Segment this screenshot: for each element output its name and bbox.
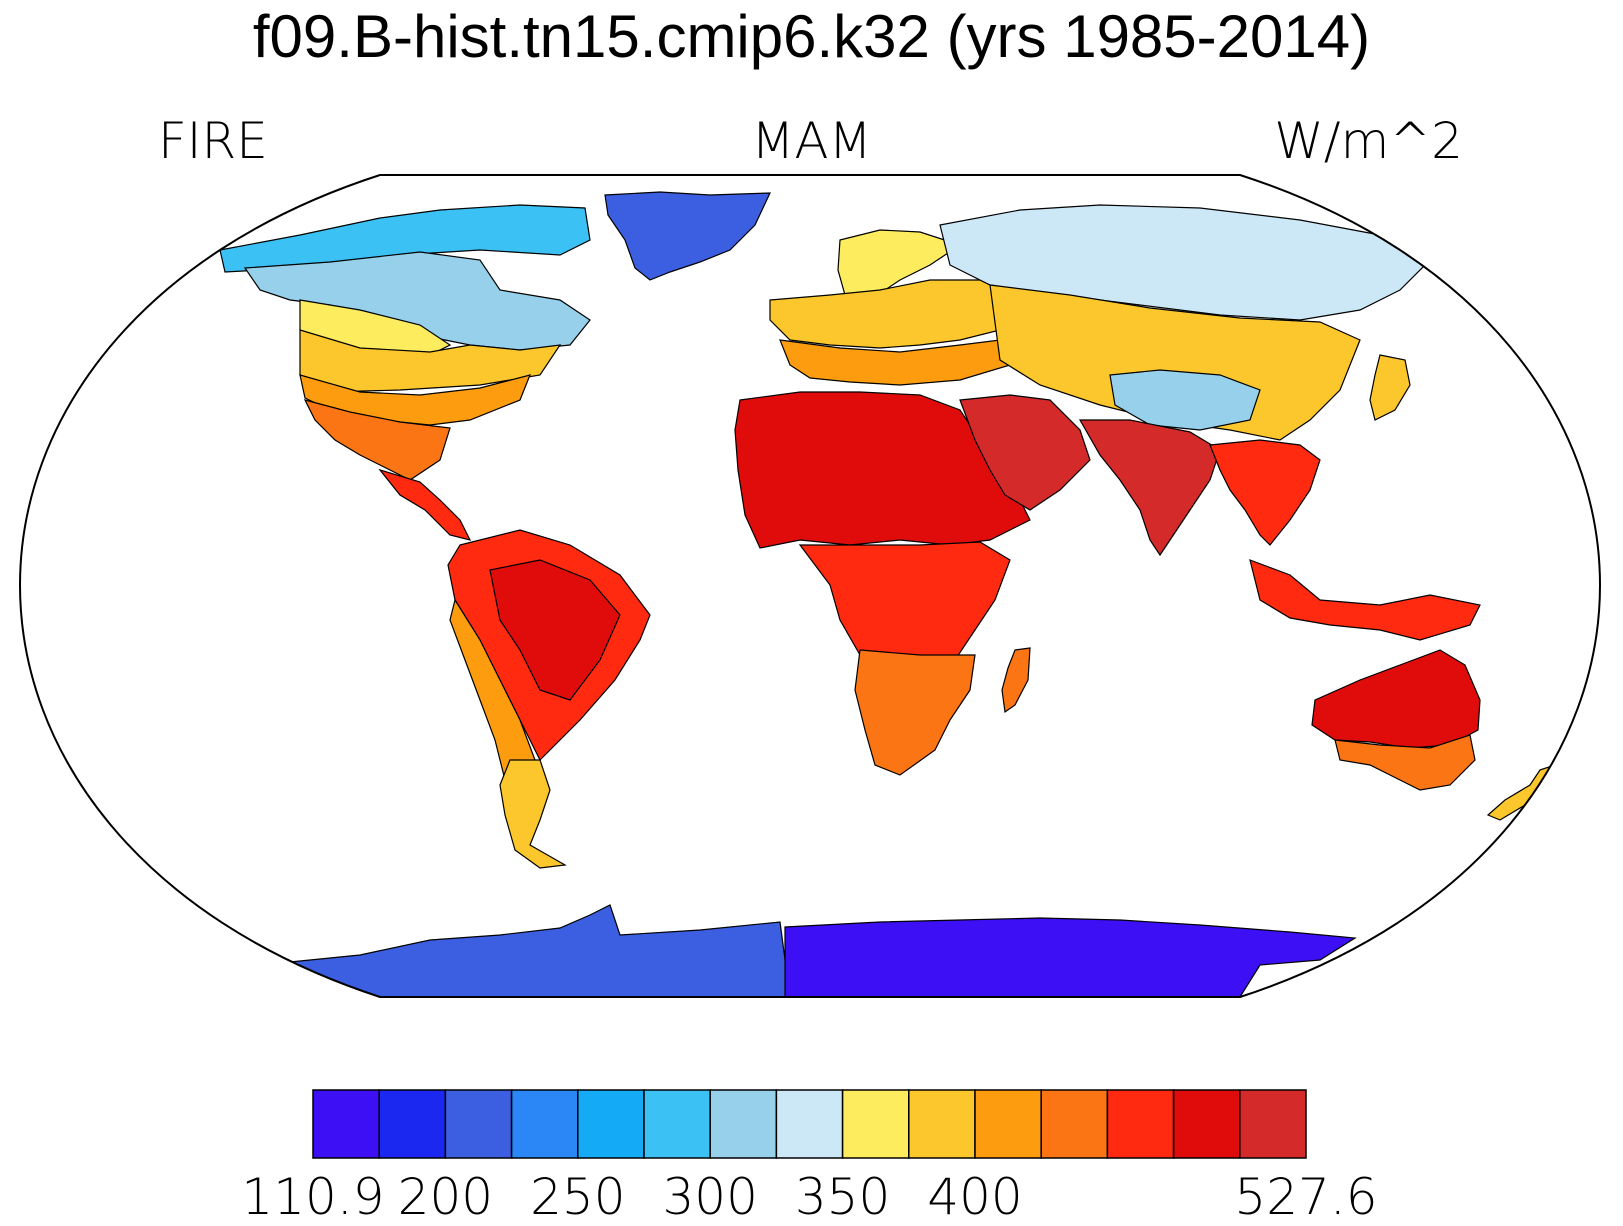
colorbar-swatch: [775, 1089, 844, 1159]
colorbar-tick-label: 250: [530, 1168, 626, 1226]
colorbar-tick-label: 110.9: [241, 1168, 385, 1226]
colorbar-swatch: [908, 1089, 976, 1159]
scandinavia-region: [837, 229, 962, 301]
colorbar-swatch: [709, 1089, 778, 1159]
colorbar-tick-label: 300: [662, 1168, 758, 1226]
colorbar-tick-label: 200: [397, 1168, 494, 1226]
colorbar-swatch: [841, 1089, 910, 1159]
units-label: W/m^2: [1274, 112, 1463, 170]
antarctica-east-region: [784, 917, 1357, 997]
colorbar-swatch: [974, 1089, 1042, 1159]
india-region: [1078, 419, 1221, 557]
colorbar-swatch: [1040, 1089, 1109, 1159]
colorbar-swatch: [577, 1089, 645, 1159]
europe-region: [769, 279, 1021, 349]
japan-region: [1369, 354, 1411, 421]
asia-mid-region: [989, 284, 1361, 441]
north-africa-region: [734, 391, 1031, 549]
southern-africa-region: [854, 649, 976, 776]
arabia-region: [959, 394, 1091, 511]
central-america-region: [378, 468, 472, 541]
colorbar-tick-label: 350: [794, 1168, 891, 1226]
colorbar-swatch: [1172, 1089, 1241, 1159]
colorbar-swatch: [312, 1089, 380, 1159]
colorbar-tick-label: 400: [927, 1168, 1023, 1226]
madagascar-region: [1001, 647, 1031, 714]
page-title: f09.B-hist.tn15.cmip6.k32 (yrs 1985-2014…: [252, 3, 1371, 70]
patagonia-region: [499, 759, 567, 869]
tibet-region: [1109, 369, 1261, 431]
greenland-region: [604, 191, 771, 281]
colorbar-swatch: [643, 1089, 711, 1159]
colorbar: [312, 1089, 1307, 1159]
colorbar-swatch: [378, 1089, 447, 1159]
globe-outline: [19, 174, 1601, 998]
australia-south-region: [1334, 734, 1476, 791]
colorbar-swatch: [1239, 1089, 1307, 1159]
colorbar-swatch: [444, 1089, 513, 1159]
amazon-region: [489, 559, 621, 701]
mediterranean-region: [779, 339, 1011, 386]
central-africa-region: [798, 541, 1011, 661]
indonesia-region: [1249, 559, 1481, 641]
colorbar-swatch: [510, 1089, 579, 1159]
antarctica-west-region: [289, 904, 791, 997]
southeast-asia-region: [1209, 439, 1321, 546]
variable-label: FIRE: [158, 112, 268, 170]
colorbar-tick-label: 527.6: [1234, 1168, 1378, 1226]
season-label: MAM: [751, 112, 872, 170]
colorbar-swatch: [1106, 1089, 1175, 1159]
land-layer: [219, 191, 1556, 997]
